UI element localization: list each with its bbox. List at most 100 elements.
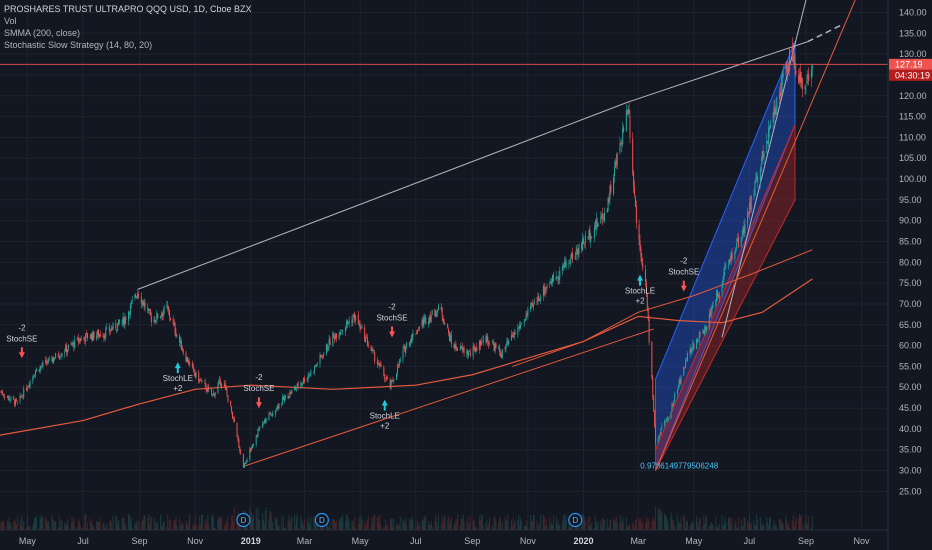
- candle-body: [748, 202, 750, 214]
- volume-bar: [779, 519, 781, 530]
- volume-bar: [590, 526, 592, 530]
- volume-bar: [272, 522, 274, 530]
- volume-bar: [361, 519, 363, 530]
- volume-bar: [665, 516, 667, 530]
- candle-body: [563, 261, 565, 268]
- volume-bar: [632, 522, 634, 530]
- price-axis[interactable]: 25.00 30.00 35.00 40.00 45.00 50.00 55.00 60.00…: [887, 0, 927, 550]
- candle-body: [224, 383, 226, 387]
- candle-body: [219, 379, 221, 383]
- candle-body: [710, 310, 712, 318]
- volume-bar: [644, 523, 646, 530]
- volume-bar: [64, 522, 66, 530]
- volume-bar: [424, 517, 426, 530]
- smma-indicator-label[interactable]: SMMA (200, close): [4, 28, 81, 38]
- candle-body: [159, 315, 161, 318]
- channel-lower-band: [655, 124, 796, 471]
- candle-body: [634, 196, 636, 207]
- candle-body: [140, 296, 142, 304]
- candle-body: [494, 344, 496, 352]
- candle-body: [398, 360, 400, 365]
- candle-body: [386, 377, 388, 379]
- volume-bar: [115, 516, 117, 530]
- volume-bar: [761, 522, 763, 530]
- candle-body: [454, 344, 456, 349]
- trendline: [243, 328, 654, 467]
- volume-bar: [582, 514, 584, 530]
- volume-bar: [564, 519, 566, 530]
- volume-bar: [699, 517, 701, 530]
- candle-body: [338, 334, 340, 340]
- candle-body: [743, 226, 745, 234]
- time-axis[interactable]: May Jul Sep Nov 2019 Mar May Jul Sep Nov 2020 Mar Ma…: [0, 529, 888, 546]
- candle-body: [595, 218, 597, 230]
- candle-body: [625, 110, 627, 131]
- volume-bar: [397, 524, 399, 530]
- volume-bar: [103, 523, 105, 530]
- candle-body: [192, 365, 194, 369]
- candle-body: [725, 264, 727, 269]
- volume-bar: [20, 524, 22, 530]
- volume-bar: [576, 524, 578, 530]
- candle-body: [792, 49, 794, 63]
- candle-body: [757, 176, 759, 182]
- candle-body: [86, 332, 88, 334]
- candle-body: [789, 49, 791, 71]
- volume-bar: [727, 516, 729, 530]
- candle-body: [104, 335, 106, 338]
- candle-body: [542, 285, 544, 296]
- volume-bar: [444, 515, 446, 530]
- volume-bar: [188, 521, 190, 530]
- volume-bar: [799, 514, 801, 530]
- volume-bar: [29, 527, 31, 530]
- indicator-lines: [0, 0, 856, 471]
- time-tick-label: May: [19, 536, 37, 546]
- volume-bar: [379, 515, 381, 530]
- symbol-title[interactable]: PROSHARES TRUST ULTRAPRO QQQ USD, 1D, Cb…: [4, 4, 252, 14]
- candle-body: [619, 143, 621, 153]
- volume-bar: [383, 527, 385, 530]
- volume-bar: [677, 524, 679, 530]
- candle-body: [794, 55, 796, 71]
- volume-bar: [686, 520, 688, 530]
- volume-bar: [673, 520, 675, 530]
- candle-body: [137, 293, 139, 299]
- volume-bar: [213, 527, 215, 530]
- volume-bar: [131, 527, 133, 530]
- candle-body: [727, 263, 729, 265]
- candle-body: [558, 276, 560, 280]
- trendline: [137, 101, 629, 290]
- time-tick-label: Mar: [630, 536, 646, 546]
- candle-body: [1, 392, 3, 394]
- volume-bar: [386, 526, 388, 530]
- candle-body: [422, 319, 424, 326]
- candle-body: [705, 326, 707, 330]
- candle-body: [238, 439, 240, 448]
- candle-body: [774, 108, 776, 116]
- volume-bar: [686, 521, 688, 530]
- volume-indicator-label[interactable]: Vol: [4, 16, 17, 26]
- candle-body: [481, 342, 483, 343]
- volume-bar: [658, 509, 660, 530]
- candle-body: [169, 317, 171, 320]
- candle-body: [479, 340, 481, 350]
- candle-body: [500, 354, 502, 358]
- candle-body: [408, 342, 410, 345]
- candle-body: [538, 296, 540, 302]
- volume-bar: [385, 518, 387, 530]
- volume-bar: [678, 521, 680, 530]
- strategy-indicator-label[interactable]: Stochastic Slow Strategy (14, 80, 20): [4, 40, 153, 50]
- candle-body: [581, 242, 583, 249]
- volume-bar: [4, 526, 6, 530]
- candle-body: [644, 269, 646, 282]
- volume-bar: [674, 526, 676, 530]
- candle-body: [545, 287, 547, 289]
- volume-bar: [295, 516, 297, 530]
- volume-bar: [447, 519, 449, 530]
- candle-body: [640, 248, 642, 257]
- volume-bar: [591, 523, 593, 530]
- time-tick-label: 2020: [573, 536, 593, 546]
- volume-bar: [220, 517, 222, 530]
- candle-body: [582, 238, 584, 244]
